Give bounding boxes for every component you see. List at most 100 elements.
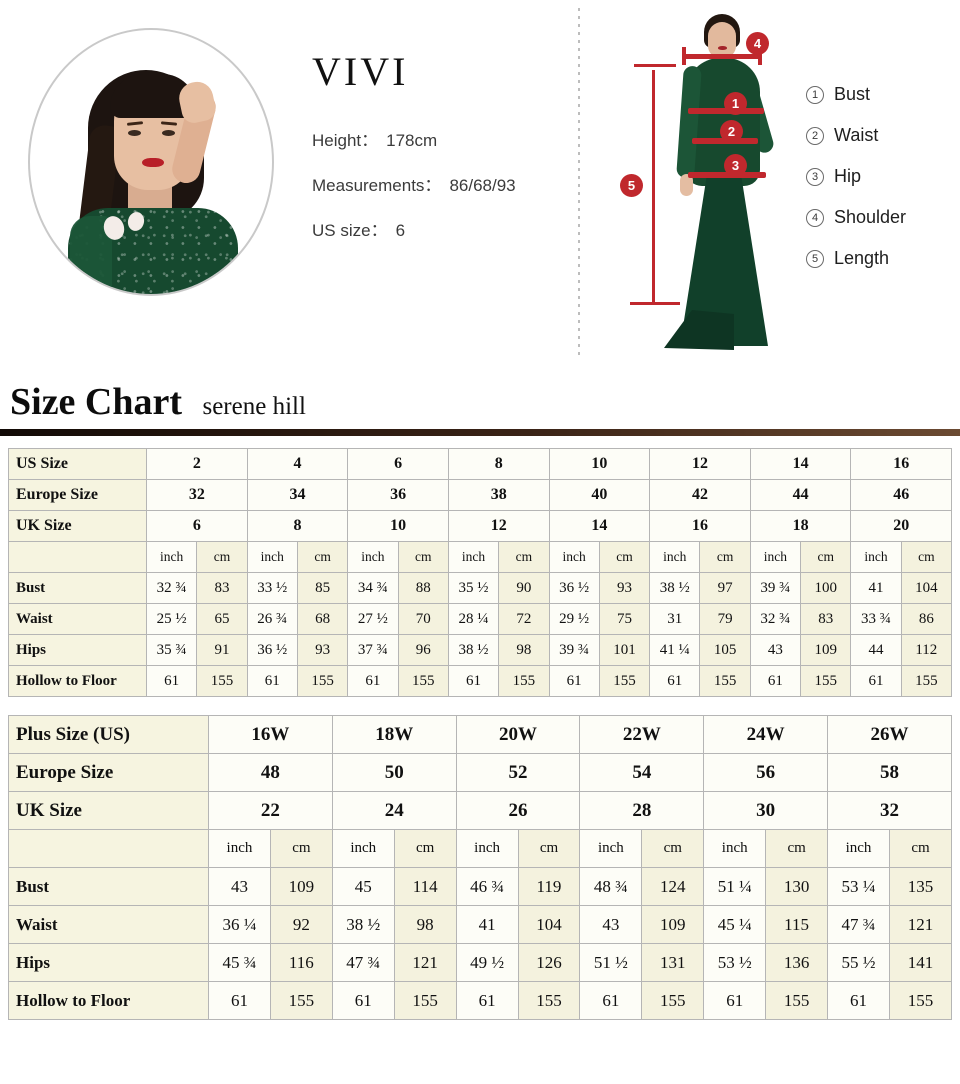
table-spacer bbox=[8, 697, 952, 715]
table-row: Hollow to Floor 61 155 61 155 61 155 61 155 61 155… bbox=[8, 665, 953, 697]
legend-item-shoulder: 4 Shoulder bbox=[806, 207, 956, 228]
brand-name: serene hill bbox=[202, 393, 306, 420]
size-header-cell: 48 bbox=[208, 753, 333, 792]
measurement-cell: 38 ½ bbox=[649, 572, 701, 604]
unit-cell: cm bbox=[598, 541, 651, 573]
table-row: Waist 36 ¼ 92 38 ½ 98 41 104 43 109 45 ¼ 115 47 ¾ 12… bbox=[8, 905, 953, 944]
measurement-cell: 155 bbox=[765, 981, 829, 1020]
size-header-cell: 6 bbox=[347, 448, 449, 480]
marker-1-bust: 1 bbox=[724, 92, 747, 115]
unit-cell: inch bbox=[447, 541, 500, 573]
figure-face bbox=[708, 22, 736, 58]
shoulder-cap-right bbox=[758, 47, 762, 65]
measurement-cell: 49 ½ bbox=[455, 943, 519, 982]
measurement-cell: 88 bbox=[397, 572, 449, 604]
measurement-cell: 105 bbox=[699, 634, 751, 666]
size-header-cell: 36 bbox=[347, 479, 449, 511]
measurement-cell: 51 ½ bbox=[579, 943, 643, 982]
measurement-cell: 41 bbox=[455, 905, 519, 944]
model-measurements-value: 86/68/93 bbox=[449, 176, 516, 195]
size-header-cell: 18 bbox=[749, 510, 852, 542]
measurement-cell: 51 ¼ bbox=[703, 867, 767, 906]
marker-4-shoulder: 4 bbox=[746, 32, 769, 55]
size-header-cell: 38 bbox=[447, 479, 550, 511]
measurement-cell: 109 bbox=[269, 867, 333, 906]
legend-item-hip: 3 Hip bbox=[806, 166, 956, 187]
legend-label-shoulder: Shoulder bbox=[834, 207, 907, 227]
measurement-cell: 61 bbox=[703, 981, 767, 1020]
table-header-row: Plus Size (US) 16W 18W 20W 22W 24W 26W bbox=[8, 715, 952, 754]
measurement-cell: 39 ¾ bbox=[548, 634, 600, 666]
model-name: VIVI bbox=[312, 49, 409, 94]
measurement-cell: 38 ½ bbox=[447, 634, 500, 666]
unit-cell: inch bbox=[246, 541, 298, 573]
measurement-cell: 121 bbox=[888, 905, 953, 944]
row-label: Hollow to Floor bbox=[8, 981, 209, 1020]
measurement-cell: 61 bbox=[347, 665, 399, 697]
measurement-cell: 41 bbox=[850, 572, 902, 604]
table-unit-row: inch cm inch cm inch cm inch cm inch cm inch cm bbox=[8, 829, 953, 868]
size-header-cell: 24 bbox=[331, 791, 457, 830]
size-header-cell: 18W bbox=[331, 715, 457, 754]
size-header-cell: 50 bbox=[331, 753, 457, 792]
legend-num-2: 2 bbox=[806, 126, 824, 145]
size-header-cell: 40 bbox=[548, 479, 651, 511]
measurement-cell: 45 ¾ bbox=[208, 943, 271, 982]
size-chart-title: Size Chart bbox=[10, 381, 183, 423]
measurement-cell: 155 bbox=[598, 665, 651, 697]
measurement-cell: 70 bbox=[397, 603, 449, 635]
unit-cell: cm bbox=[498, 541, 550, 573]
length-measure-line bbox=[652, 70, 655, 304]
standard-size-table: US Size 2 4 6 8 10 12 14 16 Europe Size 32 34 36 38 40… bbox=[8, 448, 953, 697]
model-ussize-value: 6 bbox=[395, 221, 406, 240]
measurement-cell: 65 bbox=[196, 603, 248, 635]
size-header-cell: 2 bbox=[146, 448, 248, 480]
measurement-cell: 79 bbox=[699, 603, 751, 635]
row-label: US Size bbox=[8, 448, 147, 480]
size-header-cell: 26W bbox=[827, 715, 952, 754]
measurement-cell: 72 bbox=[498, 603, 550, 635]
eye-left bbox=[128, 130, 141, 136]
unit-cell: cm bbox=[517, 829, 581, 868]
legend-item-bust: 1 Bust bbox=[806, 84, 956, 105]
model-portrait-illustration bbox=[30, 30, 272, 294]
size-header-cell: 6 bbox=[146, 510, 248, 542]
measurement-cell: 53 ½ bbox=[703, 943, 767, 982]
row-label: Hips bbox=[8, 943, 209, 982]
measurement-cell: 61 bbox=[208, 981, 271, 1020]
row-label: Plus Size (US) bbox=[8, 715, 209, 754]
length-cap-bottom bbox=[630, 302, 680, 305]
size-header-cell: 8 bbox=[246, 510, 349, 542]
unit-cell: cm bbox=[699, 541, 751, 573]
measurement-cell: 155 bbox=[900, 665, 953, 697]
measurement-cell: 85 bbox=[296, 572, 349, 604]
measurement-cell: 35 ¾ bbox=[145, 634, 198, 666]
model-height-label: Height： bbox=[312, 131, 379, 150]
size-header-cell: 22W bbox=[579, 715, 705, 754]
unit-cell: inch bbox=[347, 541, 399, 573]
unit-cell: inch bbox=[331, 829, 395, 868]
eye-right bbox=[162, 130, 175, 136]
measurement-cell: 45 bbox=[331, 867, 395, 906]
measurement-cell: 119 bbox=[517, 867, 581, 906]
measurement-cell: 61 bbox=[246, 665, 298, 697]
measurement-cell: 32 ¾ bbox=[749, 603, 802, 635]
marker-3-hip: 3 bbox=[724, 154, 747, 177]
table-header-row: US Size 2 4 6 8 10 12 14 16 bbox=[8, 448, 952, 480]
size-tables-container: US Size 2 4 6 8 10 12 14 16 Europe Size 32 34 36 38 40… bbox=[0, 438, 960, 1020]
row-label: Bust bbox=[8, 572, 147, 604]
measurement-cell: 38 ½ bbox=[331, 905, 395, 944]
row-label bbox=[8, 829, 209, 868]
length-cap-top bbox=[634, 64, 676, 67]
measurement-cell: 61 bbox=[749, 665, 802, 697]
measurement-cell: 136 bbox=[765, 943, 829, 982]
size-header-cell: 26 bbox=[455, 791, 581, 830]
measurement-cell: 47 ¾ bbox=[827, 905, 890, 944]
row-label bbox=[8, 541, 147, 573]
measurement-cell: 61 bbox=[331, 981, 395, 1020]
measurement-cell: 61 bbox=[548, 665, 600, 697]
measurement-cell: 100 bbox=[800, 572, 852, 604]
legend-label-bust: Bust bbox=[834, 84, 871, 104]
table-unit-row: inch cm inch cm inch cm inch cm inch cm inch cm inch… bbox=[8, 541, 953, 573]
